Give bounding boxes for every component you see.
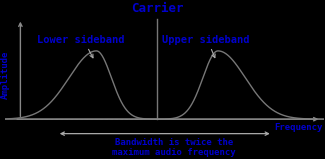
Text: Upper sideband: Upper sideband — [162, 35, 250, 45]
Text: Bandwidth is twice the
maximum audio frequency: Bandwidth is twice the maximum audio fre… — [112, 138, 236, 157]
Text: Amplitude: Amplitude — [1, 51, 10, 99]
Text: Carrier: Carrier — [131, 2, 183, 15]
Text: Lower sideband: Lower sideband — [37, 35, 125, 45]
Text: Frequency: Frequency — [274, 123, 323, 132]
